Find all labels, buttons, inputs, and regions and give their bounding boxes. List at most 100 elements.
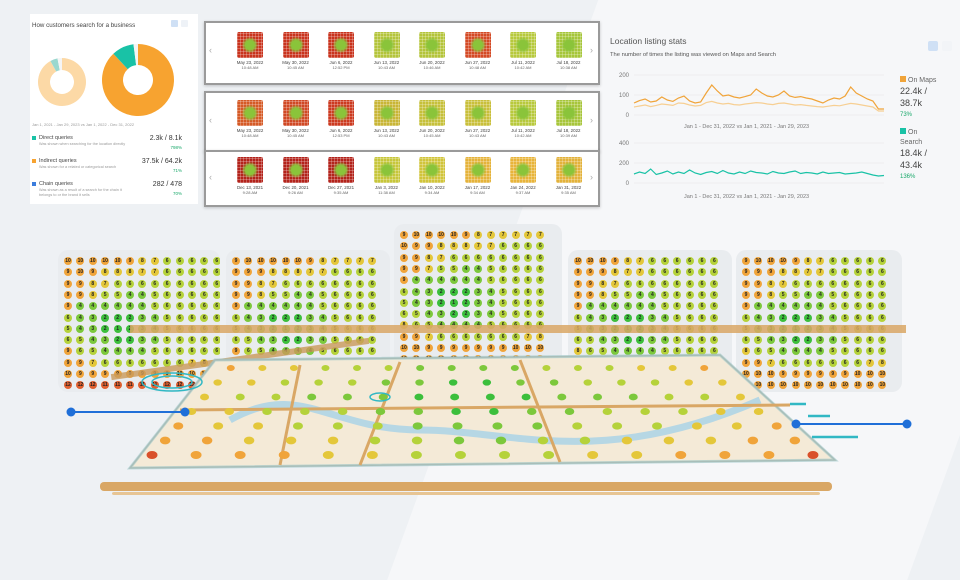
next-arrow-icon[interactable]: ›: [590, 172, 593, 182]
rank-dot: 6: [710, 336, 719, 345]
rank-dot: 4: [88, 336, 97, 345]
rank-dot: 6: [126, 358, 134, 367]
prev-arrow-icon[interactable]: ‹: [209, 45, 212, 55]
rank-snapshot[interactable]: Jan 24, 2022 9:37 AM: [501, 157, 545, 195]
snapshot-thumbnail: [419, 100, 445, 126]
rank-dot: 3: [424, 298, 433, 307]
rank-snapshot[interactable]: Jun 13, 2022 10:43 AM: [365, 32, 409, 70]
map-rank-dot: [321, 365, 330, 371]
table-toggle-button[interactable]: [181, 20, 188, 27]
snapshot-time: 10:45 AM: [287, 65, 304, 70]
rank-dot: 3: [306, 313, 315, 322]
map-rank-dot: [414, 393, 424, 401]
rank-snapshot[interactable]: May 30, 2022 10:45 AM: [274, 100, 318, 138]
rank-snapshot[interactable]: Jun 6, 2022 12:52 PM: [319, 32, 363, 70]
rank-snapshot[interactable]: Dec 20, 2021 9:26 AM: [274, 157, 318, 195]
query-desc: Was shown for a related or categorical s…: [39, 165, 117, 169]
rank-dot: 9: [742, 279, 750, 288]
rank-dot: 9: [64, 347, 72, 356]
rank-dot: 8: [611, 268, 620, 277]
rank-dot: 6: [175, 358, 184, 367]
rank-dot: 2: [804, 313, 812, 322]
rank-dot: 12: [64, 381, 72, 390]
rank-dot: 2: [269, 313, 278, 322]
rank-snapshot[interactable]: Jul 11, 2022 10:42 AM: [501, 32, 545, 70]
rank-dot: 3: [88, 324, 97, 333]
next-arrow-icon[interactable]: ›: [590, 45, 593, 55]
map-rank-dot: [542, 365, 551, 371]
rank-snapshot[interactable]: Jun 27, 2022 10:48 AM: [456, 32, 500, 70]
search-breakdown-panel: How customers search for a business Jan …: [30, 14, 198, 204]
rank-dot: 6: [710, 347, 719, 356]
rank-snapshot[interactable]: Jun 27, 2022 10:43 AM: [456, 100, 500, 138]
rank-dot: 9: [816, 370, 825, 378]
rank-dot: 4: [474, 264, 483, 273]
snapshot-thumbnail: [373, 100, 400, 126]
search-line-chart: 400 200 0: [619, 141, 885, 187]
rank-snapshot[interactable]: Jun 20, 2022 10:45 AM: [410, 100, 454, 138]
rank-dot: 4: [611, 347, 620, 356]
donut-slice: [38, 58, 86, 106]
rank-dot: 9: [424, 242, 433, 251]
rank-snapshot[interactable]: Jan 31, 2022 9:35 AM: [547, 157, 591, 195]
rank-dot: 6: [318, 279, 327, 288]
rank-dot: 6: [828, 268, 837, 277]
rank-dot: 3: [648, 313, 657, 322]
snapshot-time: 10:42 AM: [514, 133, 532, 138]
rank-snapshot[interactable]: Jul 18, 2022 10:38 AM: [547, 32, 591, 70]
map-rank-dot: [410, 451, 422, 459]
rank-dot: 9: [754, 290, 763, 299]
map-rank-dot: [521, 393, 531, 401]
rank-dot: 6: [536, 276, 545, 285]
map-rank-dot: [332, 422, 343, 430]
rank-dot: 9: [163, 370, 172, 378]
rank-dot: 3: [306, 336, 315, 345]
rank-dot: 6: [511, 287, 520, 296]
next-arrow-icon[interactable]: ›: [590, 115, 593, 125]
chart-toggle-button[interactable]: [171, 20, 178, 27]
rank-dot: 9: [828, 370, 837, 378]
rank-dot: 5: [64, 324, 72, 333]
rank-dot: 3: [138, 336, 147, 345]
maps-value-total: 38.7k: [900, 98, 923, 108]
rank-snapshot[interactable]: Jul 11, 2022 10:42 AM: [501, 100, 545, 138]
rank-dot: 6: [368, 290, 377, 299]
rank-dot: 10: [853, 381, 862, 390]
bar-view-button[interactable]: [942, 41, 952, 51]
snapshot-thumbnail: [464, 157, 491, 183]
map-rank-dot: [617, 379, 626, 386]
query-value: 282 / 478: [152, 181, 182, 188]
rank-snapshot[interactable]: Jul 18, 2022 10:39 AM: [547, 100, 591, 138]
rank-snapshot[interactable]: May 23, 2022 10:48 AM: [228, 32, 272, 70]
rank-dot: 4: [76, 302, 85, 311]
rank-snapshot[interactable]: Jan 17, 2022 9:34 AM: [456, 157, 500, 195]
rank-dot: 7: [368, 257, 377, 265]
rank-snapshot[interactable]: May 30, 2022 10:45 AM: [274, 32, 318, 70]
map-rank-dot: [549, 379, 559, 386]
rank-dot: 3: [766, 313, 775, 322]
rank-snapshot[interactable]: May 23, 2022 10:48 AM: [228, 100, 272, 138]
rank-snapshot[interactable]: Dec 27, 2021 9:35 AM: [319, 157, 363, 195]
rank-dot: 6: [878, 290, 887, 299]
rank-snapshot[interactable]: Jun 13, 2022 10:43 AM: [365, 100, 409, 138]
snapshot-date: May 30, 2022: [282, 128, 309, 133]
rank-dot: 7: [269, 279, 278, 288]
line-view-button[interactable]: [928, 41, 938, 51]
rank-dot: 6: [853, 268, 862, 277]
snapshot-time: 9:28 AM: [242, 190, 258, 195]
rank-snapshot[interactable]: Jan 10, 2022 9:34 AM: [410, 157, 454, 195]
prev-arrow-icon[interactable]: ‹: [209, 172, 212, 182]
rank-dot: 1: [113, 324, 122, 333]
rank-dot: 6: [175, 336, 184, 345]
map-rank-dot: [573, 365, 582, 371]
map-rank-dot: [415, 379, 424, 386]
rank-snapshot[interactable]: Jun 20, 2022 10:46 AM: [410, 32, 454, 70]
prev-arrow-icon[interactable]: ‹: [209, 115, 212, 125]
rank-snapshot[interactable]: Jun 6, 2022 12:53 PM: [319, 100, 363, 138]
rank-snapshot[interactable]: Dec 13, 2021 9:28 AM: [228, 157, 272, 195]
rank-dot: 4: [76, 313, 85, 322]
rank-snapshot[interactable]: Jan 3, 2022 11:38 AM: [365, 157, 409, 195]
rank-dot: 2: [462, 287, 470, 296]
rank-dot: 6: [866, 302, 874, 311]
map-rank-dot: [537, 436, 549, 445]
